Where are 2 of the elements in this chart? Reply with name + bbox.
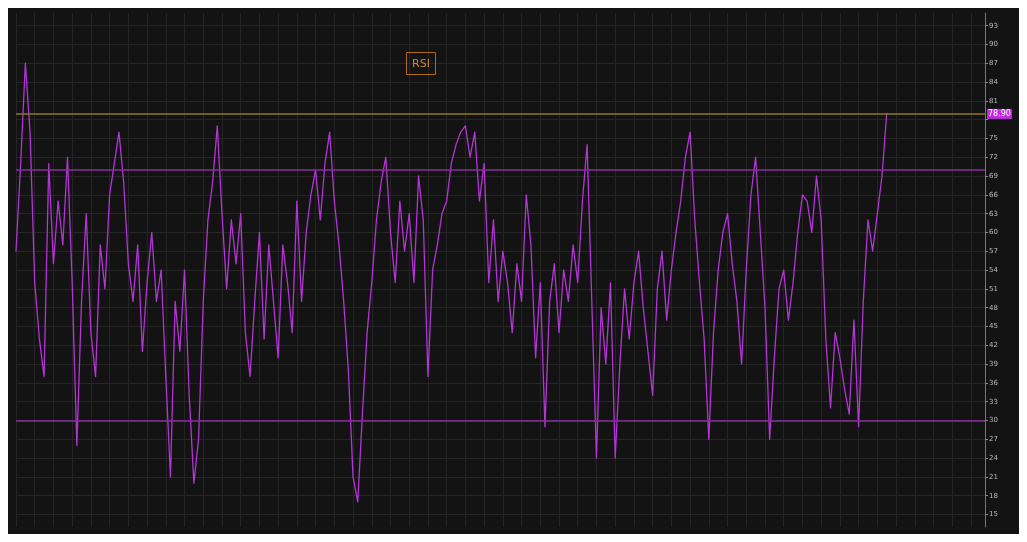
ref-line-label: 78.90 (988, 109, 1011, 119)
text: RSI (412, 57, 430, 70)
